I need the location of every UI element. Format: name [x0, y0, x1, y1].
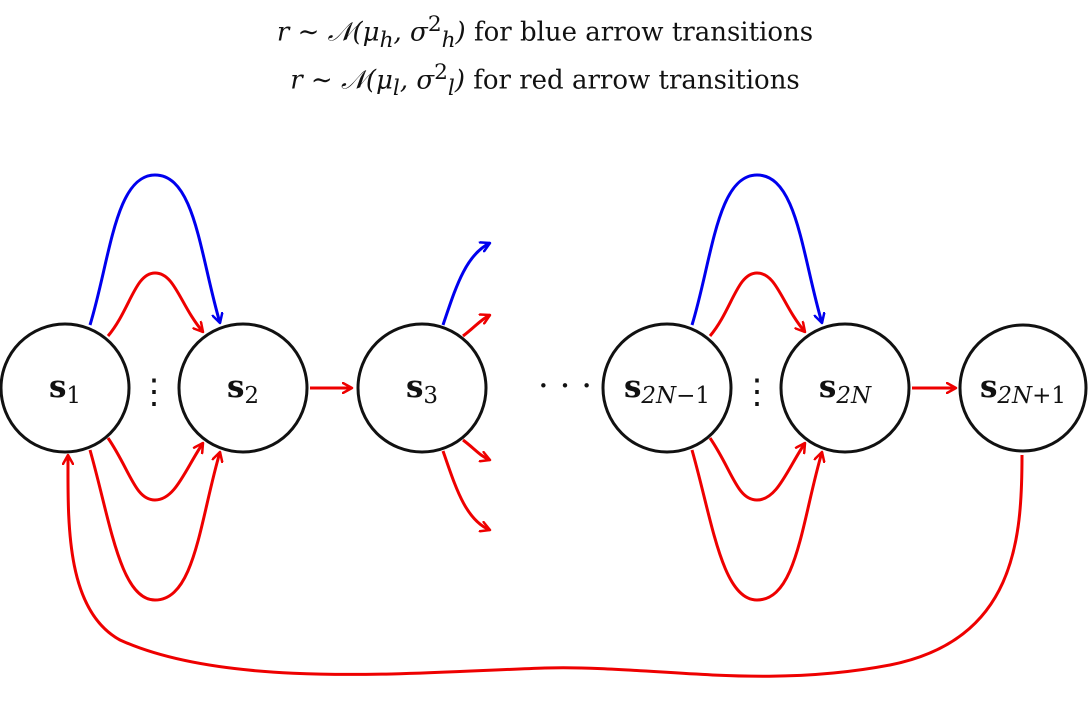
edge-s1-s2-red-bottom	[106, 437, 203, 502]
legend-high-math: r ∼ 𝒩(μ	[276, 17, 380, 48]
edge-s1-s2-blue	[88, 173, 220, 326]
legend-high-sup: 2	[427, 12, 442, 37]
node-s1-label: s1	[49, 369, 81, 409]
legend-low-mid: , σ	[399, 65, 435, 96]
node-s2n+1-label: s2N+1	[980, 369, 1066, 409]
node-s3-circle	[356, 322, 488, 454]
edge-s1-s2-red-long	[88, 449, 220, 602]
edge-s2n+1-s1-return	[68, 455, 1024, 678]
legend-high-reward: r ∼ 𝒩(μh, σ2h) for blue arrow transition…	[0, 14, 1090, 52]
node-s2n-1-label: s2N−1	[624, 369, 710, 409]
legend-low-sup: 2	[434, 60, 448, 85]
legend-high-mid: , σ	[393, 17, 428, 48]
legend-low-close: )	[454, 65, 465, 96]
edge-s1-s2-red-top	[106, 271, 203, 337]
node-s2n-1: s2N−1	[601, 322, 733, 454]
node-s2n: s2N	[779, 322, 911, 454]
hdots-middle: · · ·	[538, 366, 592, 406]
node-s2: s2	[177, 322, 309, 454]
node-s2n+1: s2N+1	[958, 323, 1088, 453]
node-s1-circle	[0, 322, 131, 454]
legend-high-sub1: h	[379, 27, 394, 53]
node-s2n-1-circle	[601, 322, 733, 454]
legend-low-reward: r ∼ 𝒩(μl, σ2l) for red arrow transitions	[0, 62, 1090, 100]
node-s1: s1	[0, 322, 131, 454]
legend-high-text: for blue arrow transitions	[465, 17, 814, 48]
node-s2n+1-circle	[958, 323, 1088, 453]
vdots-left: ⋮	[137, 372, 171, 412]
edge-s3-out-blue	[441, 243, 490, 326]
edge-s2n-1-s2n-red-bottom	[708, 437, 805, 502]
node-s3-label: s3	[406, 369, 438, 409]
node-s3: s3	[356, 322, 488, 454]
node-s2-label: s2	[227, 369, 259, 409]
edge-s2n-1-s2n-red-long	[690, 449, 822, 602]
edge-s3-out-red-2	[462, 438, 490, 460]
edge-s3-out-red-3	[441, 450, 490, 530]
node-s2n-label: s2N	[819, 369, 872, 409]
legend-low-sub2: l	[447, 75, 455, 101]
legend-low-sub1: l	[392, 75, 400, 101]
edge-s2n-1-s2n-red-top	[708, 271, 805, 337]
node-s2-circle	[177, 322, 309, 454]
node-s2n-circle	[779, 322, 911, 454]
legend-low-math: r ∼ 𝒩(μ	[290, 65, 393, 96]
edge-s2n-1-s2n-blue	[690, 173, 822, 326]
legend-high-sub2: h	[441, 27, 456, 53]
edge-s3-out-red-1	[462, 315, 490, 338]
legend-low-text: for red arrow transitions	[465, 65, 800, 96]
legend-high-close: )	[455, 17, 466, 48]
vdots-right: ⋮	[740, 372, 774, 412]
